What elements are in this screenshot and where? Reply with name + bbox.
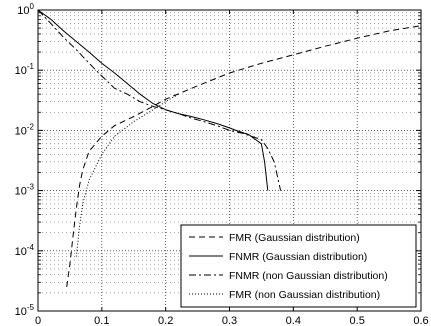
x-tick-label: 0.2 xyxy=(158,315,173,326)
x-tick-label: 0.4 xyxy=(286,315,301,326)
x-tick-label: 0.6 xyxy=(413,315,428,326)
x-tick-label: 0.1 xyxy=(94,315,109,326)
axis-ticks: 0 0.1 0.2 0.3 0.4 0.5 0.6 100 10-1 10-2 10-3 10-4 10… xyxy=(15,2,429,326)
legend-label: FMR (Gaussian distribution) xyxy=(229,232,360,244)
y-tick-label: 10-1 xyxy=(15,62,35,77)
x-tick-label: 0.5 xyxy=(350,315,365,326)
y-tick-label: 10-3 xyxy=(15,183,35,198)
legend-label: FNMR (non Gaussian distribution) xyxy=(229,270,388,282)
series-line-3 xyxy=(37,9,282,191)
grid xyxy=(38,10,421,311)
y-tick-label: 100 xyxy=(17,2,34,17)
legend-label: FMR (non Gaussian distribution) xyxy=(229,289,380,301)
y-tick-label: 10-4 xyxy=(15,243,35,258)
legend-label: FNMR (Gaussian distribution) xyxy=(229,251,367,263)
y-tick-label: 10-5 xyxy=(15,303,35,318)
series-layer xyxy=(37,9,422,288)
y-tick-label: 10-2 xyxy=(15,122,35,137)
legend: FMR (Gaussian distribution) FNMR (Gaussia… xyxy=(180,224,417,308)
series-line-1 xyxy=(66,25,422,288)
x-tick-label: 0 xyxy=(35,315,41,326)
series-line-4 xyxy=(75,93,179,257)
x-tick-label: 0.3 xyxy=(222,315,237,326)
legend-box xyxy=(180,224,417,308)
